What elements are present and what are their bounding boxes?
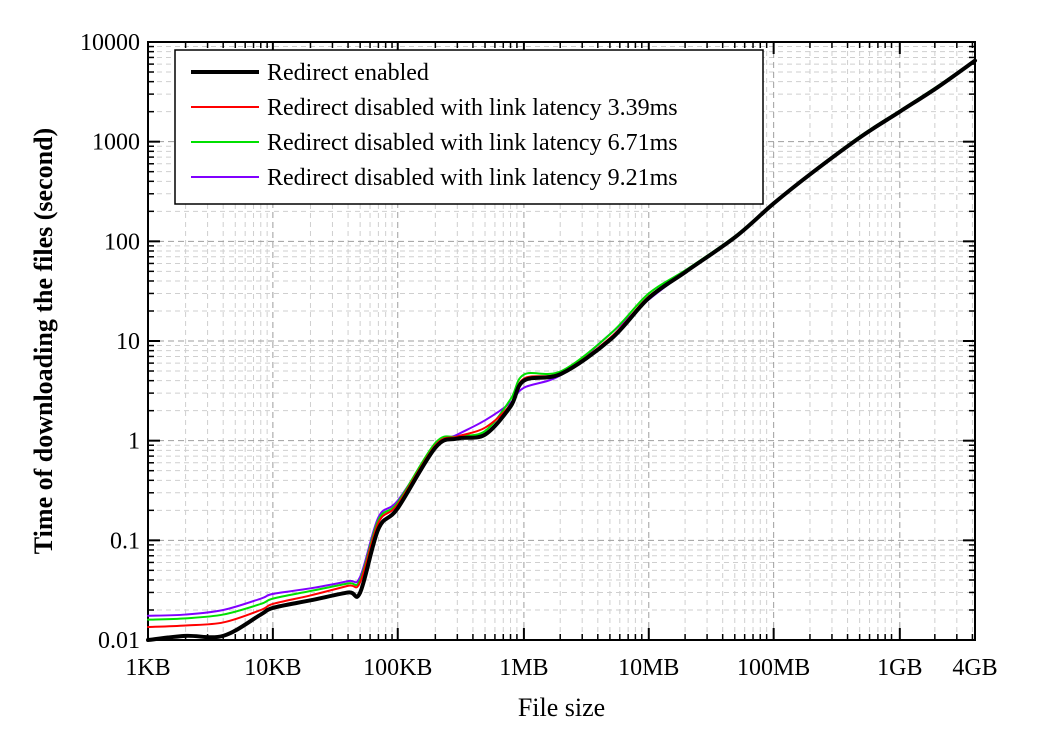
x-tick-label: 1KB bbox=[125, 655, 170, 681]
x-tick-label: 10MB bbox=[618, 655, 679, 681]
y-tick-label: 1000 bbox=[92, 130, 140, 156]
y-tick-label: 0.01 bbox=[98, 628, 140, 654]
x-tick-label: 100KB bbox=[363, 655, 432, 681]
y-tick-label: 100 bbox=[104, 229, 140, 255]
legend-label-3: Redirect disabled with link latency 9.21… bbox=[267, 165, 678, 191]
y-axis-title: Time of downloading the files (second) bbox=[29, 128, 58, 554]
x-tick-label: 1MB bbox=[499, 655, 548, 681]
legend: Redirect enabled Redirect disabled with l… bbox=[174, 49, 764, 205]
series-line-0 bbox=[146, 58, 977, 642]
legend-box bbox=[174, 49, 764, 205]
ticks-layer: 0.01 0.1 1 10 100 1000 10000 1KB 10KB 100KB 1MB 10M… bbox=[80, 30, 998, 681]
x-tick-label: 100MB bbox=[737, 655, 810, 681]
y-tick-label: 0.1 bbox=[110, 528, 140, 554]
y-tick-label: 10000 bbox=[80, 30, 140, 56]
x-tick-label: 10KB bbox=[244, 655, 301, 681]
y-tick-label: 1 bbox=[128, 429, 140, 455]
x-axis-title: File size bbox=[518, 693, 605, 722]
legend-label-1: Redirect disabled with link latency 3.39… bbox=[267, 95, 678, 121]
y-tick-label: 10 bbox=[116, 329, 140, 355]
series-layer bbox=[146, 58, 977, 642]
legend-label-0: Redirect enabled bbox=[267, 60, 429, 86]
legend-label-2: Redirect disabled with link latency 6.71… bbox=[267, 130, 678, 156]
x-tick-label: 1GB bbox=[877, 655, 922, 681]
x-tick-label: 4GB bbox=[952, 655, 997, 681]
